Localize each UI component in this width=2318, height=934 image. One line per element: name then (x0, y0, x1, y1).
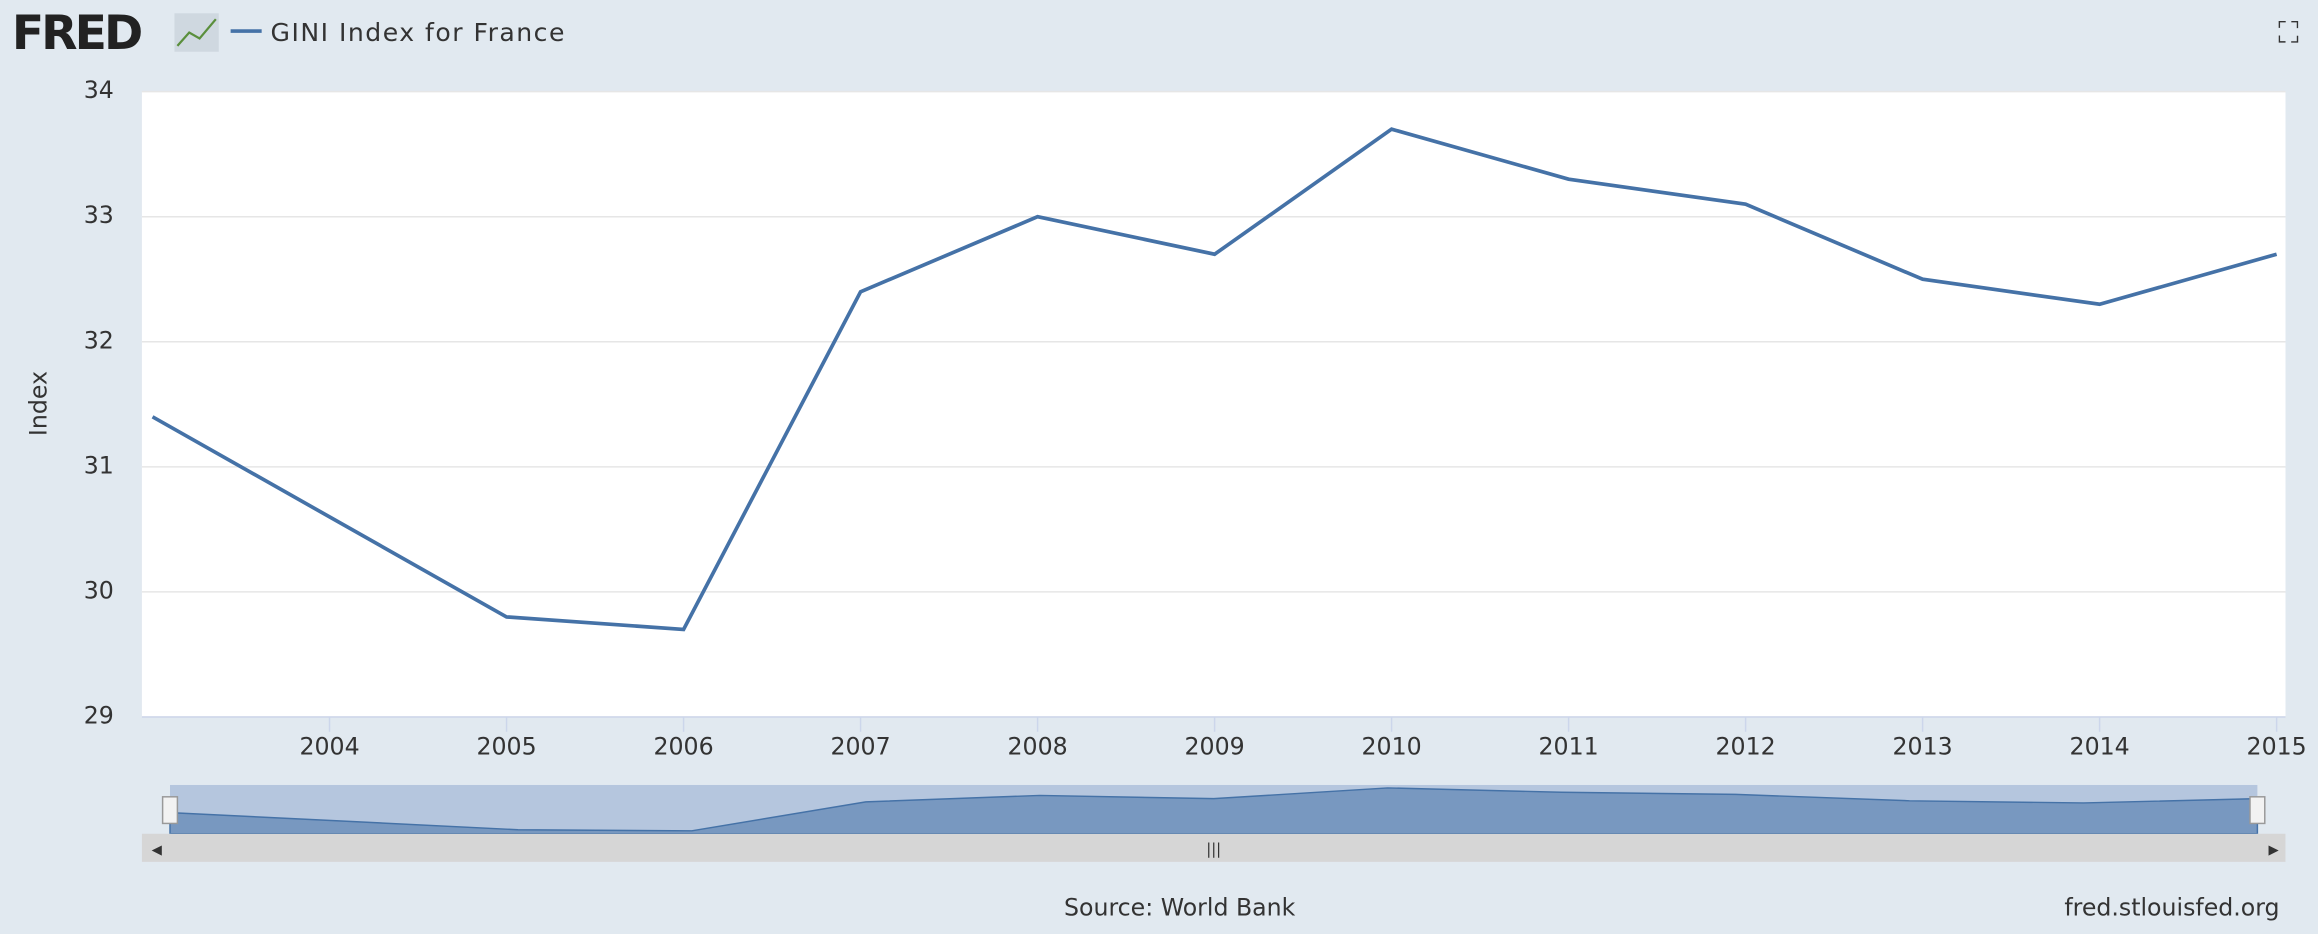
navigator-handle[interactable] (2249, 796, 2266, 825)
scroll-left[interactable]: ◀ (152, 843, 163, 858)
x-tick-label: 2013 (1893, 733, 1953, 761)
navigator-scrollbar[interactable] (141, 833, 2286, 862)
y-tick-label: 33 (84, 201, 114, 229)
fullscreen-button[interactable]: ⛶ (2278, 16, 2299, 50)
x-tick-label: 2011 (1539, 733, 1599, 761)
y-tick-label: 30 (84, 576, 114, 604)
x-tick-label: 2015 (2247, 733, 2307, 761)
source: Source: World Bank (1064, 894, 1296, 922)
navigator-handle[interactable] (161, 796, 179, 825)
x-tick-label: 2005 (476, 733, 536, 761)
y-axis-label: Index (24, 371, 52, 436)
site: fred.stlouisfed.org (2064, 894, 2279, 922)
line (151, 127, 2278, 632)
x-tick-label: 2004 (299, 733, 359, 761)
x-tick-label: 2009 (1184, 733, 1244, 761)
scroll-grip: ||| (1206, 841, 1221, 858)
logo-icon-line (176, 18, 217, 47)
legend-label: GINI Index for France (271, 18, 566, 47)
y-tick-label: 31 (84, 451, 114, 479)
x-tick-label: 2014 (2070, 733, 2130, 761)
plot-area (141, 91, 2286, 717)
x-tick-label: 2012 (1716, 733, 1776, 761)
y-tick-label: 34 (84, 76, 114, 104)
logo: FRED (12, 6, 141, 61)
logo-icon (174, 13, 219, 52)
scroll-right[interactable]: ▶ (2269, 843, 2280, 858)
y-tick-label: 32 (84, 326, 114, 354)
x-tick-label: 2007 (830, 733, 890, 761)
y-tick-label: 29 (84, 701, 114, 729)
x-tick-label: 2008 (1007, 733, 1067, 761)
x-tick-label: 2006 (653, 733, 713, 761)
x-tick-label: 2010 (1362, 733, 1422, 761)
